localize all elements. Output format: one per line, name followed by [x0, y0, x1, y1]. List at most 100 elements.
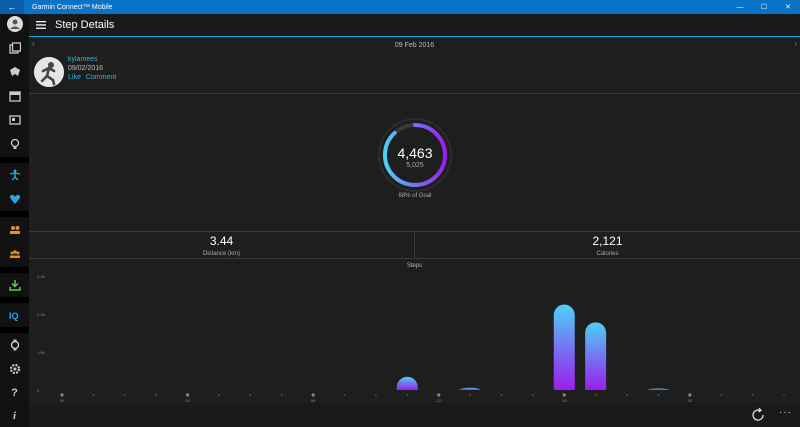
- user-name-link[interactable]: kylamees: [68, 56, 98, 63]
- previous-day-button[interactable]: ‹: [32, 39, 35, 48]
- info-icon: i: [12, 410, 17, 422]
- sidebar-item-info[interactable]: i: [0, 406, 29, 426]
- more-options-button[interactable]: ···: [779, 407, 792, 418]
- y-tick-label: 1.0K: [37, 350, 46, 355]
- x-tick-dot: [92, 394, 95, 396]
- sidebar: IQ ? i: [0, 14, 29, 427]
- close-button[interactable]: ✕: [776, 0, 800, 14]
- bottom-app-bar: ···: [29, 403, 800, 427]
- chart-title: Steps: [406, 263, 423, 269]
- settings-icon: [9, 363, 20, 375]
- section-divider: [29, 258, 800, 259]
- import-icon: [8, 280, 21, 291]
- x-tick-dot: [657, 394, 660, 396]
- sidebar-item-news[interactable]: [0, 110, 29, 130]
- sidebar-item-cards[interactable]: [0, 38, 29, 58]
- maximize-icon: ☐: [760, 4, 768, 11]
- refresh-icon: [752, 409, 764, 421]
- x-tick-dot: [185, 393, 190, 397]
- header-divider: [29, 36, 800, 37]
- minimize-button[interactable]: —: [728, 0, 752, 14]
- x-tick-dot: [155, 394, 157, 396]
- sidebar-divider: [0, 297, 29, 303]
- x-tick-dot: [469, 394, 471, 396]
- sidebar-item-groups[interactable]: [0, 244, 29, 264]
- steps-value: 4,463: [397, 145, 433, 161]
- next-day-button[interactable]: ›: [794, 39, 797, 48]
- x-tick-dot: [594, 394, 597, 396]
- x-tick-dot: [311, 393, 315, 397]
- y-tick-label: 0: [37, 388, 40, 393]
- sidebar-item-help[interactable]: ?: [0, 383, 29, 403]
- sidebar-item-connections[interactable]: [0, 220, 29, 240]
- x-tick-dot: [280, 394, 283, 396]
- x-tick-dot: [688, 393, 692, 397]
- page-header: Step Details: [29, 14, 800, 36]
- x-tick-label: 20: [688, 398, 693, 403]
- sidebar-divider: [0, 327, 29, 333]
- distance-value: 3.44: [209, 234, 234, 248]
- menu-button[interactable]: [31, 21, 51, 29]
- y-tick-label: 3.0K: [37, 274, 46, 279]
- date-label: 09 Feb 2016: [394, 41, 435, 49]
- steps-bar-17[interactable]: [585, 322, 607, 390]
- like-link[interactable]: Like: [68, 74, 81, 81]
- maximize-button[interactable]: ☐: [752, 0, 776, 14]
- badge-icon: [9, 67, 20, 76]
- x-tick-label: 04: [185, 398, 190, 403]
- heart-icon: [9, 194, 20, 204]
- user-avatar[interactable]: [34, 57, 64, 87]
- sidebar-item-connect-iq[interactable]: IQ: [0, 305, 29, 325]
- sidebar-item-profile[interactable]: [0, 14, 29, 34]
- chevron-left-icon: ‹: [32, 39, 35, 48]
- close-icon: ✕: [785, 4, 791, 11]
- sidebar-divider: [0, 211, 29, 217]
- user-actions: Like Comment: [68, 74, 121, 81]
- comment-link[interactable]: Comment: [85, 74, 117, 81]
- calendar-icon: [8, 91, 21, 102]
- x-tick-dot: [783, 394, 785, 396]
- y-tick-label: 2.0K: [37, 312, 46, 317]
- date-bar: 09 Feb 2016: [29, 37, 800, 53]
- x-tick-dot: [375, 394, 377, 396]
- step-progress-ring: [378, 118, 452, 192]
- sidebar-item-badges[interactable]: [0, 62, 29, 82]
- back-button[interactable]: ←: [0, 0, 24, 14]
- steps-bar-16[interactable]: [553, 304, 575, 391]
- sidebar-item-activity[interactable]: [0, 165, 29, 185]
- sidebar-item-import[interactable]: [0, 275, 29, 295]
- window-title: Garmin Connect™ Mobile: [32, 3, 113, 11]
- refresh-button[interactable]: [750, 407, 766, 423]
- calories-stat: 2,121 Calories: [415, 234, 800, 257]
- steps-bar-19[interactable]: [647, 388, 669, 390]
- activity-icon: [9, 169, 20, 181]
- x-tick-dot: [123, 394, 126, 396]
- runner-avatar-icon: [34, 57, 64, 87]
- connections-icon: [9, 226, 20, 234]
- help-icon: ?: [11, 387, 18, 399]
- steps-bar-11[interactable]: [396, 376, 418, 390]
- x-tick-dot: [626, 394, 628, 396]
- sidebar-item-calendar[interactable]: [0, 86, 29, 106]
- sidebar-divider: [0, 267, 29, 273]
- x-tick-dot: [720, 394, 723, 396]
- page-title: Step Details: [55, 19, 115, 31]
- steps-bar-13[interactable]: [459, 387, 481, 390]
- chevron-right-icon: ›: [794, 39, 797, 48]
- sidebar-item-settings[interactable]: [0, 359, 29, 379]
- hamburger-icon: [36, 21, 46, 29]
- x-tick-dot: [562, 393, 566, 397]
- x-tick-dot: [437, 393, 441, 397]
- step-progress-arc: [383, 123, 447, 187]
- sidebar-item-devices[interactable]: [0, 335, 29, 355]
- section-divider: [29, 93, 800, 94]
- x-tick-label: 00: [60, 398, 65, 403]
- x-tick-dot: [532, 394, 534, 396]
- sidebar-item-insights[interactable]: [0, 134, 29, 154]
- goal-percentage: 88% of Goal: [398, 193, 432, 199]
- sidebar-item-health[interactable]: [0, 189, 29, 209]
- distance-label: Distance (km): [202, 251, 240, 257]
- svg-text:IQ: IQ: [9, 311, 19, 321]
- calories-label: Calories: [596, 251, 619, 257]
- news-icon: [8, 115, 21, 125]
